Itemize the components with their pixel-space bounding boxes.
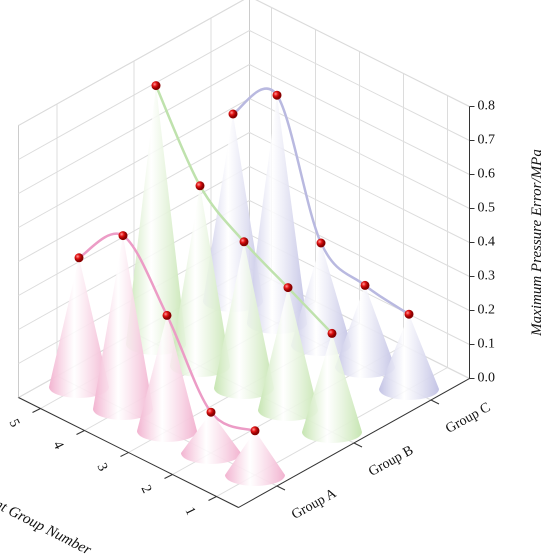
apex-marker — [239, 237, 249, 247]
apex-marker — [404, 309, 414, 319]
cone — [225, 430, 285, 486]
group-label: Group A — [289, 486, 340, 523]
apex-marker — [74, 253, 84, 263]
cone — [170, 185, 230, 377]
grid-line — [18, 63, 470, 194]
apex-marker — [272, 90, 282, 100]
cone — [126, 85, 186, 355]
apex-marker — [250, 426, 260, 436]
group-label: Group C — [443, 400, 493, 437]
group-tick — [276, 485, 286, 491]
x-tick-label: 1 — [182, 505, 199, 518]
x-tick — [32, 408, 41, 413]
x-tick — [120, 452, 129, 457]
apex-marker — [228, 109, 238, 119]
apex-marker — [327, 328, 337, 338]
x-tick-label: 5 — [6, 417, 23, 430]
x-tick-label: 3 — [94, 461, 111, 474]
x-axis-title: Experiment Group Number — [0, 470, 94, 554]
y-tick-label: 0.5 — [478, 201, 496, 216]
cone — [49, 257, 109, 398]
series-curve — [232, 87, 410, 316]
x-tick — [76, 430, 85, 435]
apex-marker — [195, 181, 205, 191]
group-label: Group B — [366, 443, 416, 480]
grid-line — [18, 199, 470, 330]
apex-marker — [206, 407, 216, 417]
apex-marker — [151, 81, 161, 91]
group-tick — [353, 442, 363, 448]
x-tick-label: 2 — [138, 483, 155, 496]
y-tick-label: 0.0 — [478, 371, 496, 386]
grid-line — [18, 29, 470, 160]
grid-line — [18, 165, 470, 296]
cone — [335, 285, 395, 378]
x-tick — [164, 474, 173, 479]
group-tick — [430, 399, 440, 405]
series-curve — [154, 85, 333, 335]
y-tick-label: 0.6 — [478, 167, 496, 182]
cone — [181, 412, 241, 464]
apex-marker — [360, 280, 370, 290]
cone — [137, 315, 197, 442]
cone — [379, 314, 439, 400]
y-axis-title: Maximum Pressure Error/MPa — [529, 149, 545, 337]
grid-line — [18, 0, 470, 126]
cone — [291, 243, 351, 356]
x-tick — [208, 496, 217, 501]
cone — [302, 333, 362, 443]
x-tick-label: 4 — [50, 439, 67, 452]
apex-marker — [162, 310, 172, 320]
y-tick-label: 0.7 — [478, 133, 496, 148]
cone — [93, 235, 153, 420]
apex-marker — [118, 231, 128, 241]
y-tick-label: 0.8 — [478, 99, 496, 114]
y-tick-label: 0.4 — [478, 235, 496, 250]
cone — [214, 241, 274, 399]
y-tick-label: 0.2 — [478, 303, 496, 318]
y-tick-label: 0.3 — [478, 269, 496, 284]
apex-marker — [283, 283, 293, 293]
y-tick-label: 0.1 — [478, 337, 496, 352]
cone — [247, 95, 307, 334]
grid-line — [18, 131, 470, 262]
apex-marker — [316, 238, 326, 248]
cone — [258, 287, 318, 421]
